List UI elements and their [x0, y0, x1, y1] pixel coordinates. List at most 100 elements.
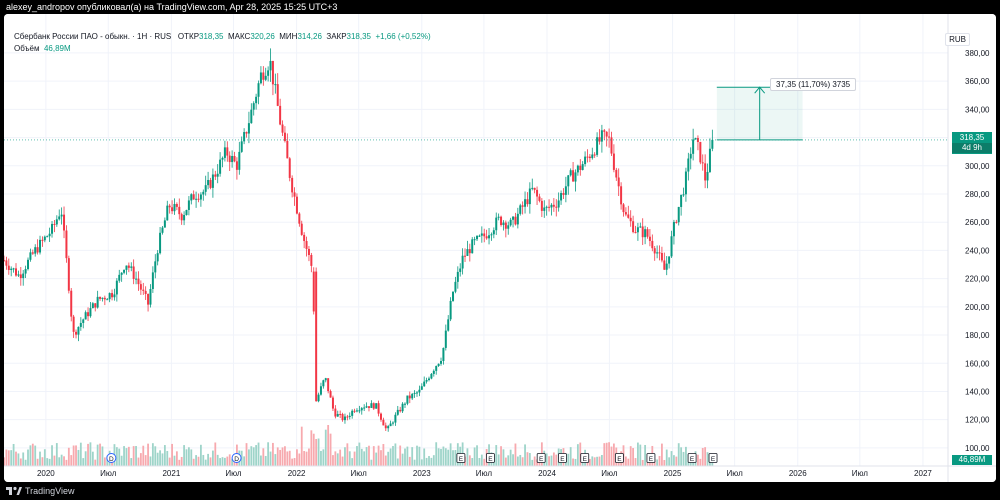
candle-down	[334, 405, 337, 419]
price-tick-label: 100,00	[965, 444, 990, 453]
candle-down	[367, 406, 370, 412]
candle-body	[291, 177, 294, 193]
candle-body	[293, 192, 296, 197]
candle-body	[351, 410, 354, 416]
candle-body	[584, 156, 587, 165]
candle-body	[452, 291, 455, 301]
candle-body	[495, 217, 498, 231]
candle-down	[262, 66, 265, 86]
candle-body	[656, 252, 659, 254]
volume-bar	[677, 443, 680, 466]
tradingview-brand[interactable]: TradingView	[6, 486, 75, 496]
candle-body	[245, 132, 248, 134]
candle-up	[492, 227, 495, 239]
candle-down	[53, 219, 56, 233]
candle-up	[456, 266, 459, 289]
candle-down	[514, 212, 517, 226]
candle-body	[10, 268, 13, 270]
volume-bar	[55, 443, 58, 466]
candle-body	[192, 194, 195, 200]
volume-bar	[548, 456, 550, 466]
volume-bar	[701, 447, 704, 466]
candle-body	[322, 380, 325, 387]
candle-down	[329, 389, 332, 398]
candle-body	[670, 236, 673, 257]
candle-body	[233, 156, 236, 162]
candle-down	[5, 256, 8, 270]
candle-down	[658, 245, 661, 261]
candle-up	[370, 400, 373, 408]
time-tick-label: Июл	[852, 469, 869, 478]
candle-body	[39, 239, 42, 253]
candle-up	[708, 138, 711, 173]
candle-up	[639, 222, 642, 228]
candle-body	[281, 124, 284, 133]
candle-up	[401, 402, 404, 414]
candle-down	[617, 168, 620, 197]
candle-body	[605, 131, 608, 137]
candle-body	[668, 256, 671, 264]
symbol-name[interactable]: Сбербанк России ПАО - обыкн. · 1Н · RUS	[14, 32, 172, 41]
candle-down	[4, 255, 5, 262]
candle-body	[437, 363, 440, 367]
candle-up	[391, 421, 394, 426]
candle-up	[680, 194, 683, 216]
candle-down	[598, 129, 601, 145]
volume-bar	[75, 445, 77, 466]
grid-lines	[4, 14, 948, 466]
candle-down	[483, 228, 486, 243]
volume-bar	[668, 457, 671, 466]
candle-up	[476, 235, 479, 242]
earnings-marker	[536, 453, 546, 463]
candle-up	[257, 80, 260, 105]
volume-bar	[72, 445, 75, 466]
candle-down	[70, 288, 73, 322]
volume-bar	[428, 456, 430, 466]
candle-up	[507, 221, 510, 235]
candle-down	[552, 198, 555, 212]
candle-up	[250, 103, 253, 124]
volume-bar	[195, 455, 197, 466]
candle-up	[423, 376, 426, 387]
candle-body	[680, 194, 683, 207]
candle-body	[139, 284, 142, 290]
volume-bar	[634, 458, 637, 466]
candle-down	[653, 245, 656, 261]
volume-bar	[471, 458, 474, 466]
chart-pane[interactable]: 100,00 120,00 140,00 160,00 180,00 200,00 220,…	[4, 14, 996, 482]
volume-bar	[353, 451, 356, 466]
volume-bar	[588, 458, 591, 466]
candle-body	[209, 179, 212, 188]
currency-button[interactable]: RUB	[945, 33, 970, 46]
volume-bar	[483, 458, 486, 466]
volume-price-tag: 46,89M	[952, 455, 992, 465]
candle-body	[468, 249, 471, 254]
candle-body	[428, 378, 431, 381]
candle-down	[94, 303, 97, 312]
volume-bar	[512, 454, 514, 466]
candle-up	[351, 409, 354, 419]
volume-label[interactable]: Объём	[14, 44, 40, 53]
candle-down	[353, 408, 356, 414]
candle-body	[706, 171, 709, 181]
candle-body	[689, 153, 692, 159]
candle-down	[291, 175, 294, 198]
volume-bar	[394, 443, 397, 466]
candle-body	[216, 173, 219, 177]
candle-up	[151, 266, 154, 293]
candle-body	[115, 280, 118, 295]
tradingview-logo-icon	[6, 486, 22, 495]
candle-body	[644, 229, 647, 238]
candle-body	[243, 132, 246, 142]
volume-bar	[370, 459, 373, 466]
candle-body	[144, 290, 147, 294]
candle-body	[548, 206, 551, 208]
volume-bar	[425, 457, 428, 466]
candle-up	[190, 193, 193, 205]
volume-bar	[156, 452, 159, 466]
candle-down	[41, 236, 44, 247]
candlestick-chart[interactable]: 100,00 120,00 140,00 160,00 180,00 200,00 220,…	[4, 14, 996, 482]
candle-down	[103, 295, 106, 306]
candle-body	[70, 290, 73, 317]
volume-bar	[663, 459, 666, 466]
